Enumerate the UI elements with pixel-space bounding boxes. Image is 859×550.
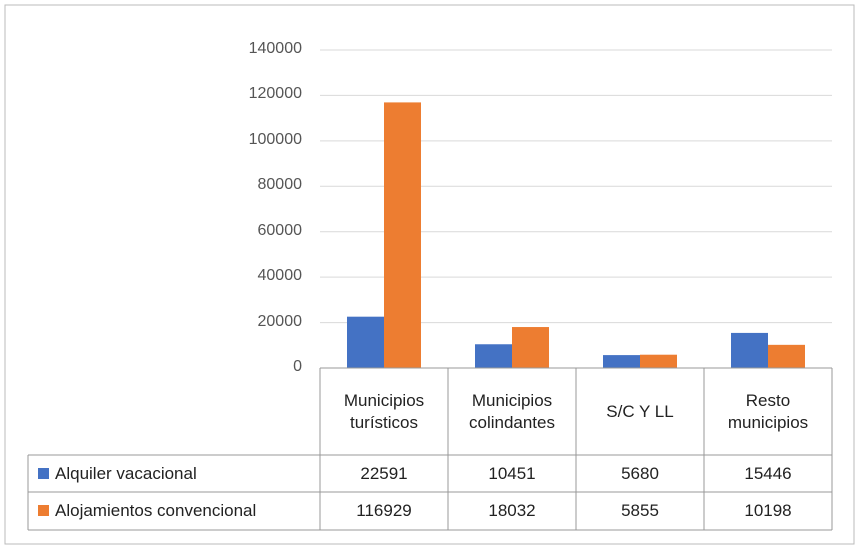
table-value: 10451 <box>488 463 536 483</box>
table-value: 5680 <box>621 463 659 483</box>
table-value: 22591 <box>360 463 408 483</box>
bar <box>768 344 805 368</box>
bar <box>384 102 421 369</box>
table-value: 18032 <box>488 500 536 520</box>
y-tick-label: 100000 <box>248 130 302 148</box>
bar <box>347 316 384 368</box>
legend-label: Alojamientos convencional <box>55 500 257 520</box>
y-tick-label: 120000 <box>248 85 302 103</box>
frame <box>4 4 855 545</box>
bar <box>640 354 677 368</box>
bar <box>603 355 640 368</box>
x-tick-label: S/C Y LL <box>606 401 674 421</box>
table-value: 5855 <box>621 500 659 520</box>
table-value: 15446 <box>744 463 792 483</box>
bar <box>475 344 512 368</box>
bar <box>731 332 768 368</box>
legend-entry: Alojamientos convencional <box>38 492 320 529</box>
legend-swatch <box>38 468 49 479</box>
x-tick-label: Municipios colindantes <box>468 390 555 432</box>
y-tick-label: 80000 <box>257 176 303 194</box>
table-value: 10198 <box>744 500 792 520</box>
table-value: 116929 <box>356 500 412 520</box>
x-tick-label: Resto municipios <box>727 390 809 432</box>
y-tick-label: 40000 <box>257 267 303 285</box>
y-tick-label: 0 <box>293 358 302 375</box>
legend-entry: Alquiler vacacional <box>38 455 320 492</box>
y-tick-label: 140000 <box>248 40 302 57</box>
bar <box>512 327 549 368</box>
legend-label: Alquiler vacacional <box>55 463 197 483</box>
x-tick-label: Municipios turísticos <box>343 390 425 432</box>
y-tick-label: 60000 <box>257 221 303 239</box>
y-tick-label: 20000 <box>257 312 303 330</box>
legend-swatch <box>38 505 49 516</box>
